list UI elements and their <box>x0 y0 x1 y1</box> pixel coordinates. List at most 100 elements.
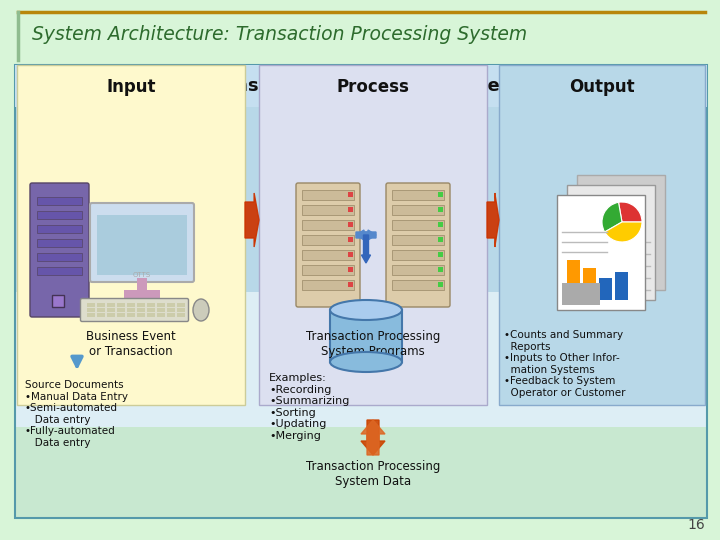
Bar <box>15 427 707 518</box>
Bar <box>117 313 125 317</box>
Text: Business Event
or Transaction: Business Event or Transaction <box>86 330 176 358</box>
Bar <box>392 190 444 200</box>
Bar <box>348 267 353 272</box>
Bar <box>107 303 115 307</box>
Bar <box>97 308 105 312</box>
Bar <box>97 215 187 275</box>
FancyArrow shape <box>487 193 499 247</box>
Bar <box>562 283 600 305</box>
Bar <box>167 313 175 317</box>
Bar <box>17 65 245 405</box>
Text: Process: Process <box>336 78 410 96</box>
FancyArrow shape <box>245 193 259 247</box>
Bar <box>348 192 353 197</box>
Text: Transaction Processing
System Programs: Transaction Processing System Programs <box>306 330 440 358</box>
Ellipse shape <box>330 300 402 320</box>
Bar <box>302 235 354 245</box>
Bar <box>37 211 82 219</box>
Bar <box>438 252 443 257</box>
Bar <box>392 250 444 260</box>
FancyArrow shape <box>361 420 385 455</box>
FancyBboxPatch shape <box>90 203 194 282</box>
Bar <box>137 313 145 317</box>
Bar <box>392 235 444 245</box>
Text: OTTS: OTTS <box>133 272 151 278</box>
Ellipse shape <box>193 299 209 321</box>
Bar <box>147 303 155 307</box>
Bar <box>52 295 64 307</box>
Bar <box>107 313 115 317</box>
Text: Output: Output <box>570 78 635 96</box>
Text: Transaction Processing
System Data: Transaction Processing System Data <box>306 460 440 488</box>
Wedge shape <box>618 202 642 222</box>
FancyBboxPatch shape <box>30 183 89 317</box>
Bar <box>147 313 155 317</box>
Bar <box>137 308 145 312</box>
Bar <box>37 253 82 261</box>
Bar <box>348 252 353 257</box>
Bar <box>127 308 135 312</box>
Bar <box>157 308 165 312</box>
Bar <box>302 190 354 200</box>
Bar <box>599 278 612 300</box>
Bar <box>127 313 135 317</box>
FancyBboxPatch shape <box>386 183 450 307</box>
Text: System Architecture: Transaction Processing System: System Architecture: Transaction Process… <box>32 25 527 44</box>
Bar <box>87 303 95 307</box>
Bar <box>302 280 354 290</box>
Bar <box>392 205 444 215</box>
Bar <box>438 282 443 287</box>
FancyArrow shape <box>361 235 371 263</box>
Bar <box>167 308 175 312</box>
Bar <box>348 207 353 212</box>
Bar <box>438 207 443 212</box>
FancyBboxPatch shape <box>81 299 189 321</box>
Bar <box>567 185 655 300</box>
Bar <box>37 239 82 247</box>
Bar <box>87 313 95 317</box>
Bar <box>438 222 443 227</box>
Bar <box>15 65 707 292</box>
Text: Input: Input <box>107 78 156 96</box>
Text: Transaction Processing System: Transaction Processing System <box>204 77 518 95</box>
Bar <box>137 303 145 307</box>
Bar <box>15 292 707 427</box>
FancyArrow shape <box>356 230 376 240</box>
Bar <box>259 65 487 405</box>
Wedge shape <box>605 222 642 242</box>
Bar <box>438 237 443 242</box>
FancyBboxPatch shape <box>296 183 360 307</box>
Bar <box>137 278 147 292</box>
Bar <box>615 272 628 300</box>
Bar <box>147 308 155 312</box>
Bar <box>177 308 185 312</box>
Bar <box>177 303 185 307</box>
Text: 16: 16 <box>688 518 705 532</box>
Bar <box>37 197 82 205</box>
Bar <box>37 267 82 275</box>
FancyArrow shape <box>361 420 385 455</box>
Bar <box>157 313 165 317</box>
Bar <box>302 205 354 215</box>
Text: •Counts and Summary
  Reports
•Inputs to Other Infor-
  mation Systems
•Feedback: •Counts and Summary Reports •Inputs to O… <box>504 330 626 398</box>
Bar <box>577 175 665 290</box>
Bar <box>157 303 165 307</box>
Bar <box>330 310 402 362</box>
Text: Examples:
•Recording
•Summarizing
•Sorting
•Updating
•Merging: Examples: •Recording •Summarizing •Sorti… <box>269 373 349 441</box>
Bar <box>348 237 353 242</box>
Bar <box>302 250 354 260</box>
Bar <box>127 303 135 307</box>
Bar <box>348 222 353 227</box>
Bar <box>167 303 175 307</box>
Bar <box>392 220 444 230</box>
FancyArrow shape <box>356 230 376 240</box>
Bar <box>499 65 705 405</box>
Bar <box>15 65 707 107</box>
Bar <box>117 308 125 312</box>
Bar <box>392 265 444 275</box>
Bar <box>438 267 443 272</box>
Bar <box>37 225 82 233</box>
Bar <box>117 303 125 307</box>
Bar <box>97 303 105 307</box>
Ellipse shape <box>330 352 402 372</box>
